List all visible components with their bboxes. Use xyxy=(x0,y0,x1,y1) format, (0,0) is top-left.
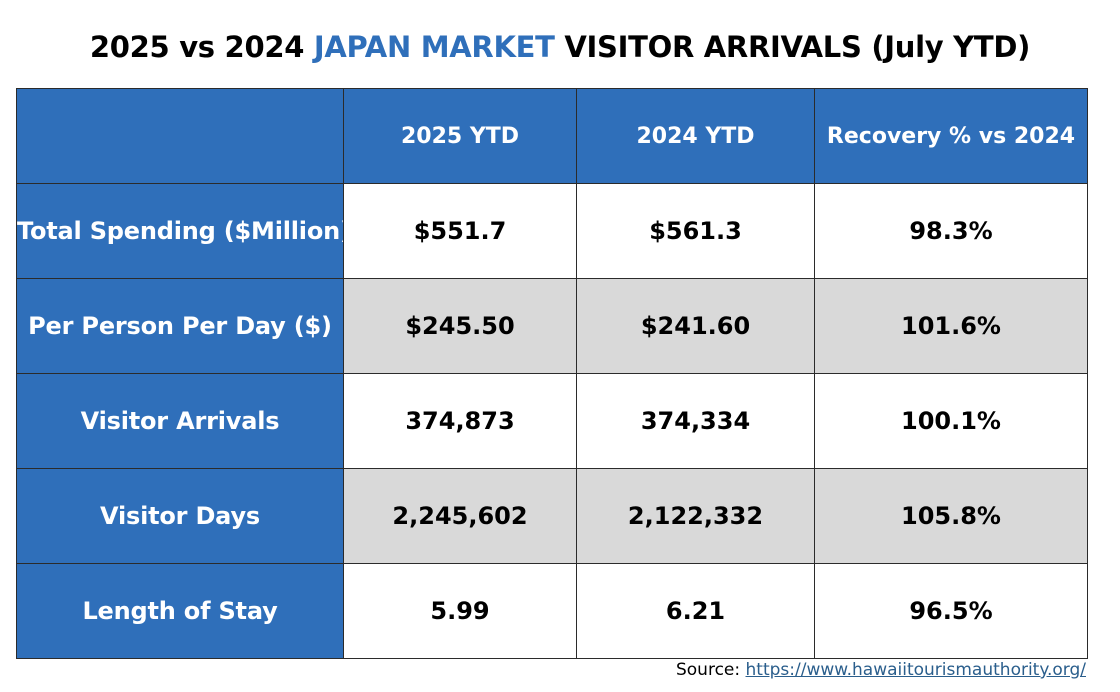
column-header-recovery: Recovery % vs 2024 xyxy=(814,88,1088,184)
table-cell: $561.3 xyxy=(576,183,815,279)
source-label: Source: xyxy=(675,660,746,680)
table-row: Visitor Arrivals 374,873 374,334 100.1% xyxy=(16,373,1088,469)
table-cell: 98.3% xyxy=(814,183,1088,279)
table-cell: 5.99 xyxy=(343,563,577,659)
table-cell: 100.1% xyxy=(814,373,1088,469)
source-link[interactable]: https://www.hawaiitourismauthority.org/ xyxy=(745,660,1086,680)
table-cell: 374,334 xyxy=(576,373,815,469)
row-label: Visitor Arrivals xyxy=(16,373,344,469)
row-label: Per Person Per Day ($) xyxy=(16,278,344,374)
table-row: Visitor Days 2,245,602 2,122,332 105.8% xyxy=(16,468,1088,564)
source-note: Source: https://www.hawaiitourismauthori… xyxy=(676,660,1086,680)
column-header-2025-ytd: 2025 YTD xyxy=(343,88,577,184)
table-cell: 96.5% xyxy=(814,563,1088,659)
chart-title: 2025 vs 2024 JAPAN MARKET VISITOR ARRIVA… xyxy=(0,30,1120,64)
table-cell: 101.6% xyxy=(814,278,1088,374)
row-label: Visitor Days xyxy=(16,468,344,564)
data-table: 2025 YTD 2024 YTD Recovery % vs 2024 Tot… xyxy=(16,88,1088,659)
row-label: Length of Stay xyxy=(16,563,344,659)
title-highlight: JAPAN MARKET xyxy=(313,30,555,64)
title-suffix: VISITOR ARRIVALS (July YTD) xyxy=(554,30,1031,64)
table-cell: 6.21 xyxy=(576,563,815,659)
table-row: Per Person Per Day ($) $245.50 $241.60 1… xyxy=(16,278,1088,374)
table-cell: 2,122,332 xyxy=(576,468,815,564)
header-row: 2025 YTD 2024 YTD Recovery % vs 2024 xyxy=(16,88,1088,184)
table-cell: $245.50 xyxy=(343,278,577,374)
table-row: Total Spending ($Million) $551.7 $561.3 … xyxy=(16,183,1088,279)
table-cell: $551.7 xyxy=(343,183,577,279)
column-header-blank xyxy=(16,88,344,184)
table-cell: 2,245,602 xyxy=(343,468,577,564)
column-header-2024-ytd: 2024 YTD xyxy=(576,88,815,184)
table-cell: 374,873 xyxy=(343,373,577,469)
table-cell: 105.8% xyxy=(814,468,1088,564)
title-prefix: 2025 vs 2024 xyxy=(89,30,314,64)
table-cell: $241.60 xyxy=(576,278,815,374)
row-label: Total Spending ($Million) xyxy=(16,183,344,279)
table-row: Length of Stay 5.99 6.21 96.5% xyxy=(16,563,1088,659)
